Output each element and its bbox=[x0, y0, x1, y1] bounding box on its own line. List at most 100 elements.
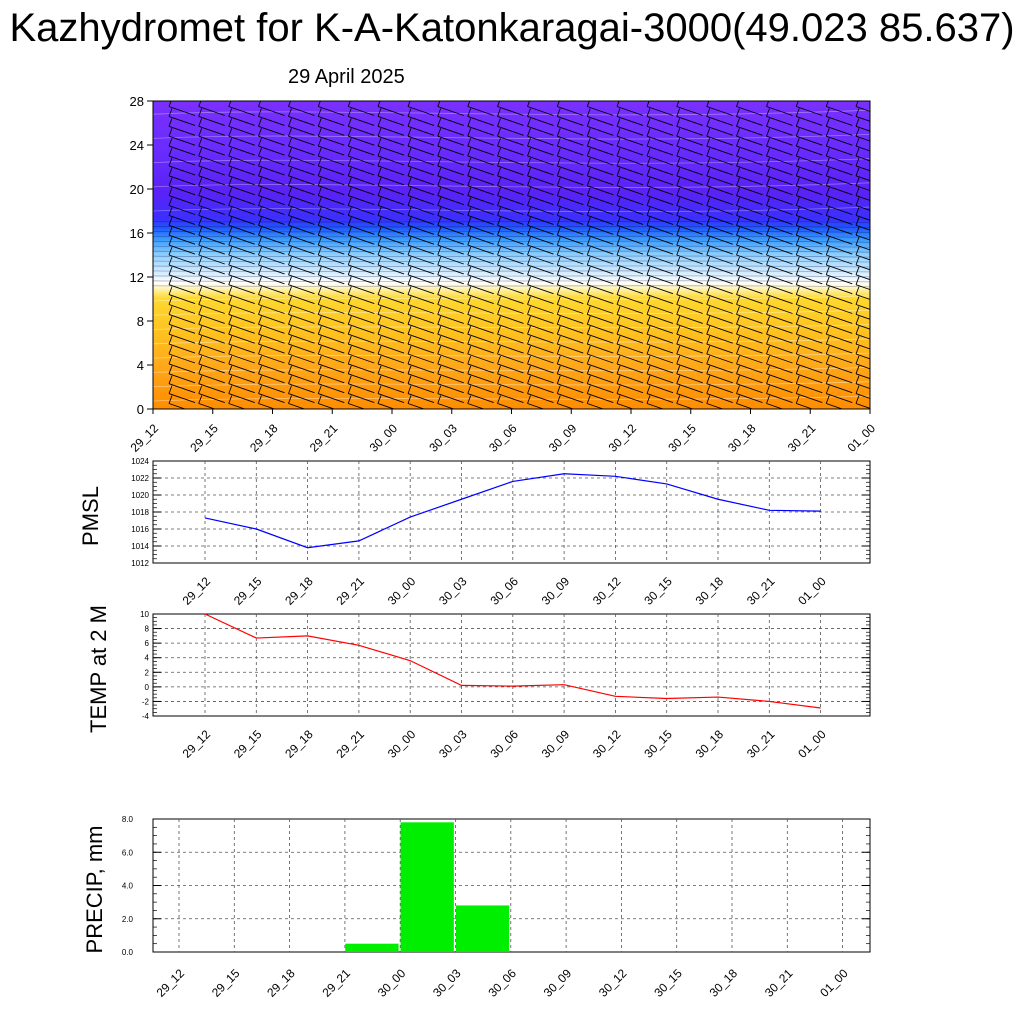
wind-barb-flag bbox=[437, 108, 442, 117]
wind-barb-shaft bbox=[736, 244, 763, 255]
wind-barb-shaft bbox=[646, 115, 674, 126]
wind-barb-flag bbox=[766, 108, 770, 117]
wind-barb-shaft bbox=[766, 234, 793, 245]
wind-barb-shaft bbox=[377, 393, 405, 404]
wind-barb-flag bbox=[556, 236, 561, 246]
wind-barb-shaft bbox=[318, 333, 345, 344]
wind-barb-flag bbox=[258, 236, 262, 246]
wind-barb-shaft bbox=[377, 363, 405, 374]
wind-barb-shaft bbox=[826, 106, 853, 116]
wind-barb-flag bbox=[288, 296, 292, 305]
wind-barb-shaft bbox=[646, 125, 674, 136]
wind-barb-flag bbox=[198, 157, 203, 167]
wind-barb-shaft bbox=[587, 393, 614, 404]
wind-barb-flag bbox=[586, 266, 591, 275]
wind-barb-shaft bbox=[826, 323, 853, 334]
wind-barb-flag bbox=[676, 266, 681, 275]
wind-barb-shaft bbox=[706, 323, 733, 334]
wind-barb-flag bbox=[706, 276, 711, 285]
wind-barb-flag bbox=[258, 266, 262, 275]
wind-barb-shaft bbox=[616, 205, 644, 215]
wind-barb-flag bbox=[407, 137, 412, 147]
wind-barb-flag bbox=[317, 147, 322, 157]
wind-barb-flag bbox=[855, 177, 860, 186]
wind-barb-shaft bbox=[616, 383, 644, 394]
wind-barb-flag bbox=[347, 128, 352, 137]
wind-barb-flag bbox=[198, 316, 203, 325]
wind-barb-shaft bbox=[348, 363, 375, 374]
wind-barb-shaft bbox=[855, 205, 870, 211]
wind-barb-flag bbox=[198, 187, 203, 196]
wind-barb-shaft bbox=[318, 165, 345, 176]
wind-barb-shaft bbox=[497, 284, 524, 295]
warm-contour bbox=[153, 309, 870, 316]
wind-barb-flag bbox=[288, 306, 292, 315]
wind-barb-flag bbox=[288, 236, 292, 246]
wind-barb-shaft bbox=[616, 333, 644, 344]
wind-barb-shaft bbox=[467, 125, 494, 136]
wind-barb-shaft bbox=[497, 383, 524, 394]
wind-barb-shaft bbox=[168, 175, 196, 186]
wind-barb-shaft bbox=[557, 145, 584, 156]
wind-barb-flag bbox=[527, 365, 531, 374]
wind-barb-flag bbox=[736, 326, 740, 335]
wind-barb-flag bbox=[706, 365, 711, 374]
wind-barb-flag bbox=[467, 286, 472, 295]
section-ytick-label: 24 bbox=[130, 138, 144, 153]
wind-barb-shaft bbox=[587, 313, 614, 324]
wind-barb-shaft bbox=[676, 393, 703, 404]
wind-barb-flag bbox=[377, 316, 382, 325]
wind-barb-shaft bbox=[168, 244, 196, 255]
wind-barb-shaft bbox=[796, 393, 823, 404]
wind-barb-flag bbox=[706, 375, 711, 384]
wind-barb-shaft bbox=[676, 264, 703, 275]
wind-barb-flag bbox=[795, 246, 800, 256]
wind-barb-flag bbox=[736, 147, 740, 157]
wind-barb-shaft bbox=[407, 403, 426, 409]
wind-barb-flag bbox=[795, 345, 800, 355]
wind-barb-shaft bbox=[407, 145, 435, 156]
wind-barb-shaft bbox=[288, 205, 315, 215]
wind-barb-shaft bbox=[437, 254, 464, 265]
wind-barb-flag bbox=[706, 147, 711, 157]
wind-barb-shaft bbox=[736, 353, 763, 364]
wind-barb-shaft bbox=[587, 304, 614, 314]
wind-barb-flag bbox=[825, 108, 830, 117]
wind-barb-shaft bbox=[587, 403, 605, 409]
wind-barb-shaft bbox=[437, 304, 464, 314]
cold-contour bbox=[153, 235, 870, 238]
wind-barb-shaft bbox=[587, 135, 614, 146]
wind-barb-shaft bbox=[706, 373, 733, 384]
wind-barb-flag bbox=[766, 157, 770, 167]
wind-barb-shaft bbox=[796, 125, 823, 136]
wind-barb-flag bbox=[467, 167, 472, 176]
wind-barb-shaft bbox=[497, 125, 524, 136]
wind-barb-flag bbox=[467, 128, 472, 137]
wind-barb-shaft bbox=[616, 135, 644, 146]
wind-barb-shaft bbox=[796, 353, 823, 364]
wind-barb-shaft bbox=[826, 175, 853, 186]
wind-barb-flag bbox=[317, 187, 322, 196]
wind-barb-flag bbox=[616, 157, 621, 167]
upper-contour bbox=[153, 134, 870, 140]
wind-barb-shaft bbox=[855, 333, 870, 340]
wind-barb-shaft bbox=[587, 175, 614, 186]
wind-barb-shaft bbox=[288, 343, 315, 354]
wind-barb-flag bbox=[288, 286, 292, 295]
section-xtick-label: 29_15 bbox=[187, 421, 221, 455]
wind-barb-shaft bbox=[407, 155, 435, 166]
wind-barb-shaft bbox=[198, 185, 225, 196]
wind-barb-flag bbox=[467, 355, 472, 365]
wind-barb-shaft bbox=[497, 145, 524, 156]
wind-barb-shaft bbox=[527, 175, 554, 186]
wind-barb-shaft bbox=[855, 383, 870, 390]
wind-barb-shaft bbox=[318, 343, 345, 354]
wind-barb-shaft bbox=[228, 353, 255, 364]
wind-barb-flag bbox=[317, 246, 322, 256]
wind-barb-flag bbox=[706, 197, 711, 206]
wind-barb-flag bbox=[676, 227, 681, 236]
wind-barb-shaft bbox=[168, 373, 196, 384]
wind-barb-shaft bbox=[736, 155, 763, 166]
wind-barb-shaft bbox=[796, 145, 823, 156]
wind-barb-flag bbox=[616, 137, 621, 147]
